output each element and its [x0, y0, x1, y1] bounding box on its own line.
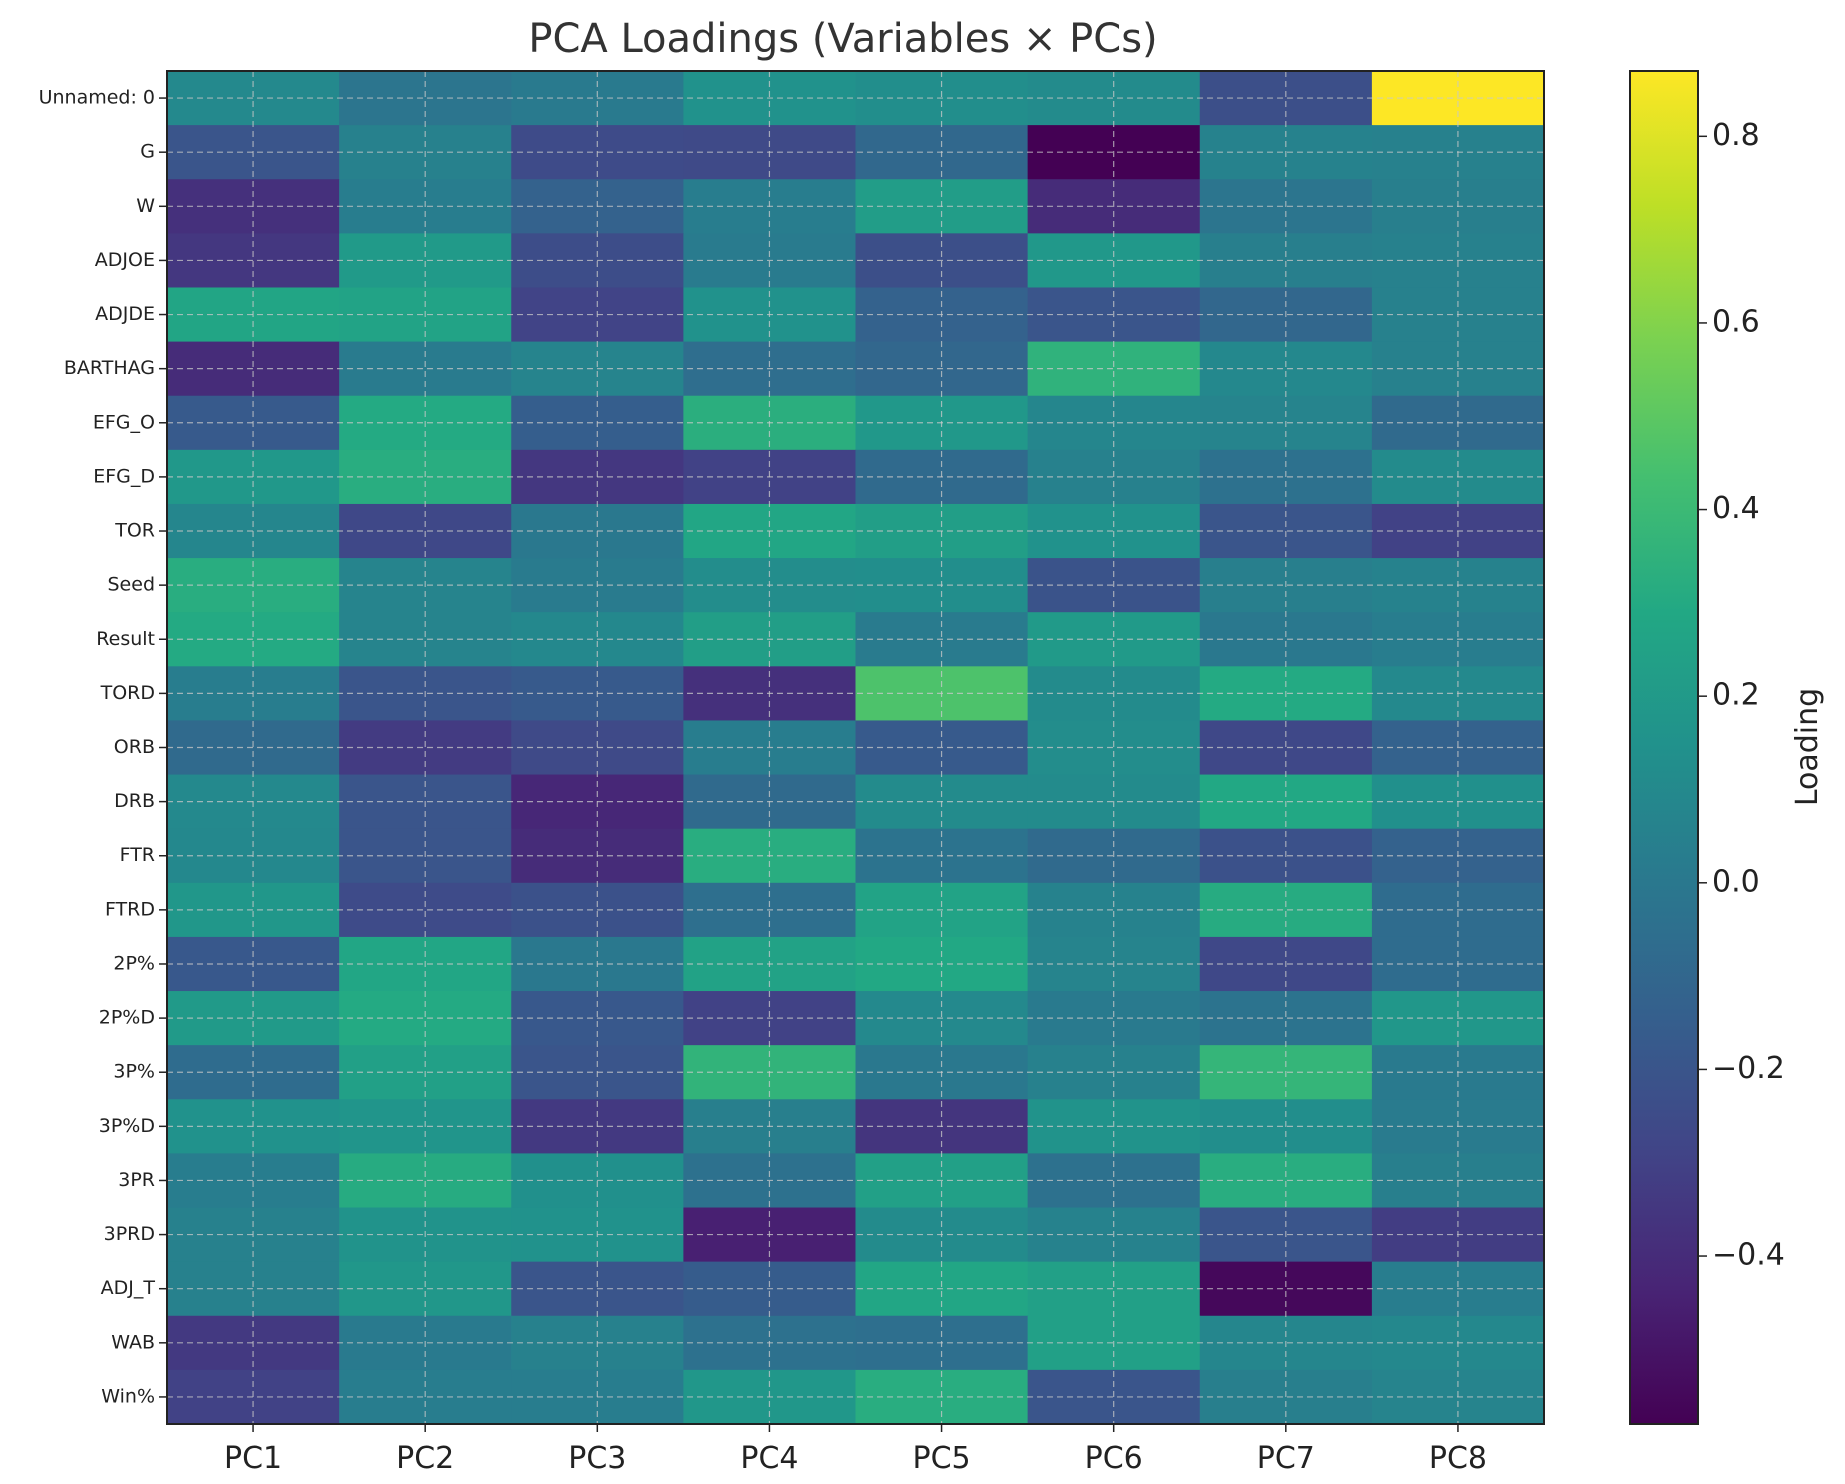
colorbar-tick-label: −0.2 — [1712, 1051, 1785, 1086]
row-label: 2P%D — [99, 1007, 155, 1029]
row-label: FTRD — [105, 898, 155, 920]
row-label: TORD — [100, 682, 155, 704]
row-label: Unnamed: 0 — [39, 87, 155, 109]
colorbar-label: Loading — [1790, 688, 1825, 806]
colorbar-gradient — [1629, 70, 1699, 1425]
row-label: 3PR — [118, 1169, 155, 1191]
heatmap-frame — [166, 70, 1545, 1425]
heatmap-cell — [339, 341, 512, 397]
colorbar: 0.8 0.6 0.4 0.2 0.0 −0.2 −0.4 — [1629, 70, 1785, 1425]
column-label: PC4 — [740, 1441, 798, 1476]
colorbar-tick-label: 0.6 — [1712, 304, 1760, 339]
column-label: PC5 — [913, 1441, 971, 1476]
row-label: 3P%D — [99, 1115, 155, 1137]
heatmap-grid — [167, 71, 1544, 1424]
column-label: PC2 — [396, 1441, 454, 1476]
chart-title: PCA Loadings (Variables × PCs) — [528, 16, 1157, 62]
heatmap-cell — [1199, 612, 1373, 667]
heatmap-cell — [339, 1261, 512, 1317]
row-label: 3PRD — [104, 1223, 155, 1245]
column-label: PC6 — [1085, 1441, 1143, 1476]
row-label: Result — [96, 628, 155, 650]
heatmap-cell — [339, 71, 512, 126]
row-label: 2P% — [113, 952, 155, 974]
row-label: EFG_O — [93, 411, 155, 433]
heatmap-cell — [1199, 341, 1373, 397]
heatmap-cell — [1027, 341, 1201, 397]
heatmap-cell — [1027, 1261, 1201, 1317]
colorbar-tick-label: 0.8 — [1712, 118, 1760, 153]
row-label: ORB — [114, 736, 155, 758]
row-label: W — [136, 195, 155, 217]
heatmap-cell — [339, 612, 512, 667]
colorbar-tick-label: 0.2 — [1712, 678, 1760, 713]
row-label: FTR — [120, 844, 155, 866]
colorbar-tick-label: 0.4 — [1712, 491, 1760, 526]
heatmap-cell — [1199, 71, 1373, 126]
heatmap-cell — [339, 991, 512, 1046]
heatmap-cell — [1027, 71, 1201, 126]
colorbar-tick-label: −0.4 — [1712, 1238, 1785, 1273]
row-labels: Unnamed: 0 G W ADJOE ADJDE BARTHAG EFG_O EFG_D T… — [39, 87, 167, 1407]
row-label: ADJDE — [95, 303, 155, 325]
row-label: G — [140, 141, 155, 163]
colorbar-tick-label: 0.0 — [1712, 864, 1760, 899]
row-label: 3P% — [113, 1061, 155, 1083]
row-label: WAB — [111, 1331, 155, 1353]
heatmap-cell — [1199, 991, 1373, 1046]
heatmap-cell — [1027, 991, 1201, 1046]
row-label: EFG_D — [93, 465, 155, 487]
column-label: PC1 — [224, 1441, 282, 1476]
row-label: Win% — [101, 1385, 155, 1407]
heatmap-cell — [1027, 612, 1201, 667]
column-label: PC3 — [568, 1441, 626, 1476]
row-label: DRB — [114, 790, 155, 812]
row-label: BARTHAG — [64, 357, 155, 379]
heatmap-cell — [1199, 1261, 1373, 1317]
column-label: PC7 — [1257, 1441, 1315, 1476]
row-label: ADJOE — [95, 249, 155, 271]
row-label: Seed — [108, 574, 156, 596]
column-labels: PC1 PC2 PC3 PC4 PC5 PC6 PC7 PC8 — [224, 1424, 1487, 1476]
row-label: ADJ_T — [101, 1277, 156, 1299]
column-label: PC8 — [1429, 1441, 1487, 1476]
row-label: TOR — [114, 520, 155, 542]
